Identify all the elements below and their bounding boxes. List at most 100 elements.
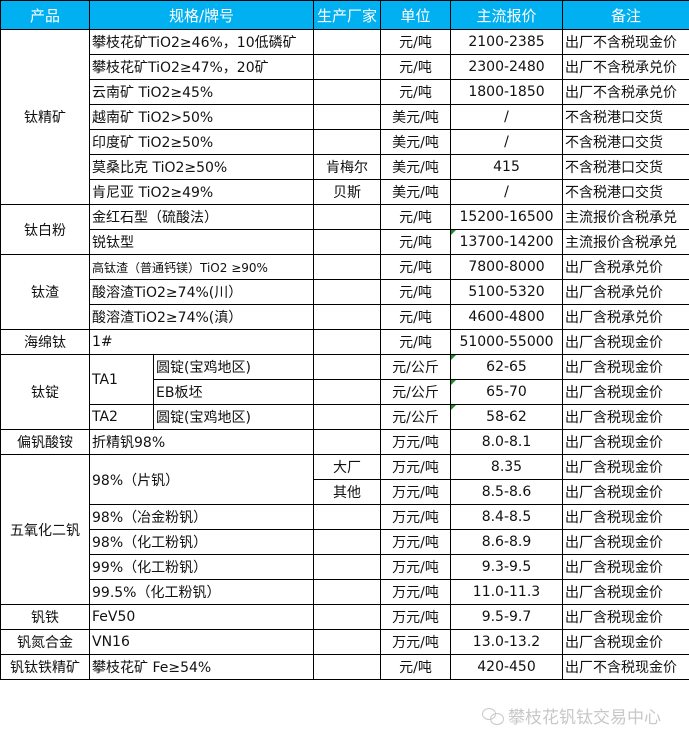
note-cell: 不含税港口交货 (562, 179, 689, 205)
price-cell: 9.5-9.7 (450, 604, 563, 630)
comment-marker-icon (451, 380, 456, 385)
header-maker: 生产厂家 (313, 0, 381, 30)
price-cell: 8.5-8.6 (450, 479, 563, 505)
price-value: / (504, 134, 509, 150)
unit-cell: 万元/吨 (380, 479, 451, 505)
price-cell: 8.0-8.1 (450, 429, 563, 455)
product-cell: 五氧化二钒 (0, 454, 90, 605)
price-value: / (504, 184, 509, 200)
unit-cell: 美元/吨 (380, 104, 451, 130)
note-cell: 出厂含税现金价 (562, 329, 689, 355)
spec-cell: FeV50 (89, 604, 314, 630)
maker-cell (313, 554, 381, 580)
price-value: / (504, 109, 509, 125)
price-cell: 8.6-8.9 (450, 529, 563, 555)
maker-cell (313, 229, 381, 255)
table-row: 其他 万元/吨 8.5-8.6 出厂含税现金价 (1, 479, 689, 505)
note-cell: 出厂不含税现金价 (562, 29, 689, 55)
unit-cell: 元/吨 (380, 254, 451, 280)
table-row: 钛白粉 金红石型（硫酸法） 元/吨 15200-16500 主流报价含税承兑 (0, 204, 689, 255)
product-cell: 钛白粉 (0, 204, 90, 255)
maker-cell (313, 279, 381, 305)
wechat-icon (482, 707, 504, 725)
price-cell: / (450, 179, 563, 205)
note-cell: 出厂不含税承兑价 (562, 79, 689, 105)
table-row: 攀枝花矿TiO2≥47%，20矿 元/吨 2300-2480 出厂不含税承兑价 (1, 54, 689, 80)
note-cell: 出厂不含税现金价 (562, 654, 689, 680)
note-cell: 出厂含税承兑价 (562, 304, 689, 330)
unit-cell: 美元/吨 (380, 154, 451, 180)
price-cell: 2300-2480 (450, 54, 563, 80)
unit-cell: 元/吨 (380, 329, 451, 355)
header-price: 主流报价 (450, 0, 563, 30)
maker-cell (313, 54, 381, 80)
header-product: 产品 (0, 0, 90, 30)
unit-cell: 元/公斤 (380, 379, 451, 405)
price-cell: 11.0-11.3 (450, 579, 563, 605)
price-cell: 1800-1850 (450, 79, 563, 105)
spec-cell: VN16 (89, 629, 314, 655)
price-value: 11.0-11.3 (472, 584, 541, 600)
note-cell: 不含税港口交货 (562, 104, 689, 130)
price-cell: 13.0-13.2 (450, 629, 563, 655)
note-cell: 出厂含税现金价 (562, 504, 689, 530)
grade-cell: TA1 (89, 354, 154, 405)
table-row: 酸溶渣TiO2≥74%(川） 元/吨 5100-5320 出厂含税承兑价 (1, 279, 689, 305)
table-row: 98%（化工粉钒） 万元/吨 8.6-8.9 出厂含税现金价 (1, 529, 689, 555)
unit-cell: 元/吨 (380, 204, 451, 230)
note-cell: 出厂含税现金价 (562, 479, 689, 505)
spec-cell: 莫桑比克 TiO2≥50% (89, 154, 314, 180)
product-cell: 钛精矿 (0, 29, 90, 205)
spec-cell: 圆锭(宝鸡地区) (153, 404, 314, 430)
spec-cell: 攀枝花矿TiO2≥46%，10低磷矿 (89, 29, 314, 55)
maker-cell (313, 29, 381, 55)
unit-cell: 万元/吨 (380, 529, 451, 555)
unit-cell: 元/公斤 (380, 354, 451, 380)
price-cell: 415 (450, 154, 563, 180)
table-row: 五氧化二钒 98%（片钒） 大厂 万元/吨 8.35 出厂含税现金价 (0, 454, 689, 605)
grade-cell: TA2 (89, 404, 154, 430)
spec-cell: 印度矿 TiO2≥50% (89, 129, 314, 155)
price-value: 9.3-9.5 (481, 559, 532, 575)
unit-cell: 元/吨 (380, 229, 451, 255)
maker-cell (313, 204, 381, 230)
spec-cell: 攀枝花矿 Fe≥54% (89, 654, 314, 680)
note-cell: 出厂不含税承兑价 (562, 54, 689, 80)
product-cell: 钒铁 (0, 604, 90, 630)
unit-cell: 元/公斤 (380, 404, 451, 430)
maker-cell (313, 104, 381, 130)
unit-cell: 万元/吨 (380, 554, 451, 580)
table-row: 99%（化工粉钒） 万元/吨 9.3-9.5 出厂含税现金价 (1, 554, 689, 580)
note-cell: 出厂含税现金价 (562, 604, 689, 630)
table-row: 钒氮合金 VN16 万元/吨 13.0-13.2 出厂含税现金价 (0, 629, 689, 655)
price-value: 65-70 (486, 384, 527, 400)
price-cell: 62-65 (450, 354, 563, 380)
spec-cell: 金红石型（硫酸法） (89, 204, 314, 230)
product-cell: 钛渣 (0, 254, 90, 330)
product-cell: 钒钛铁精矿 (0, 654, 90, 680)
note-cell: 出厂含税承兑价 (562, 254, 689, 280)
price-value: 58-62 (486, 409, 527, 425)
price-value: 5100-5320 (468, 284, 545, 300)
table-body: 钛精矿 攀枝花矿TiO2≥46%，10低磷矿元/吨 2100-2385 出厂不含税现金… (0, 29, 689, 680)
table-row: 海绵钛 1# 元/吨 51000-55000 出厂含税现金价 (0, 329, 689, 355)
price-value: 420-450 (477, 659, 536, 675)
unit-cell: 万元/吨 (380, 629, 451, 655)
spec-cell: 云南矿 TiO2≥45% (89, 79, 314, 105)
watermark: 攀枝花钒钛交易中心 (482, 703, 661, 728)
table-row: 锐钛型 元/吨 13700-14200 主流报价含税承兑 (1, 229, 689, 255)
price-cell: 2100-2385 (450, 29, 563, 55)
spec-cell: 折精钒98% (89, 429, 314, 455)
price-cell: 7800-8000 (450, 254, 563, 280)
maker-cell: 肯梅尔 (313, 154, 381, 180)
price-value: 2100-2385 (468, 34, 545, 50)
note-cell: 出厂含税现金价 (562, 429, 689, 455)
price-value: 1800-1850 (468, 84, 545, 100)
product-cell: 钛锭 (0, 354, 90, 430)
unit-cell: 美元/吨 (380, 179, 451, 205)
price-cell: 51000-55000 (450, 329, 563, 355)
price-value: 8.4-8.5 (481, 509, 532, 525)
price-cell: 5100-5320 (450, 279, 563, 305)
header-unit: 单位 (380, 0, 451, 30)
maker-cell (313, 529, 381, 555)
